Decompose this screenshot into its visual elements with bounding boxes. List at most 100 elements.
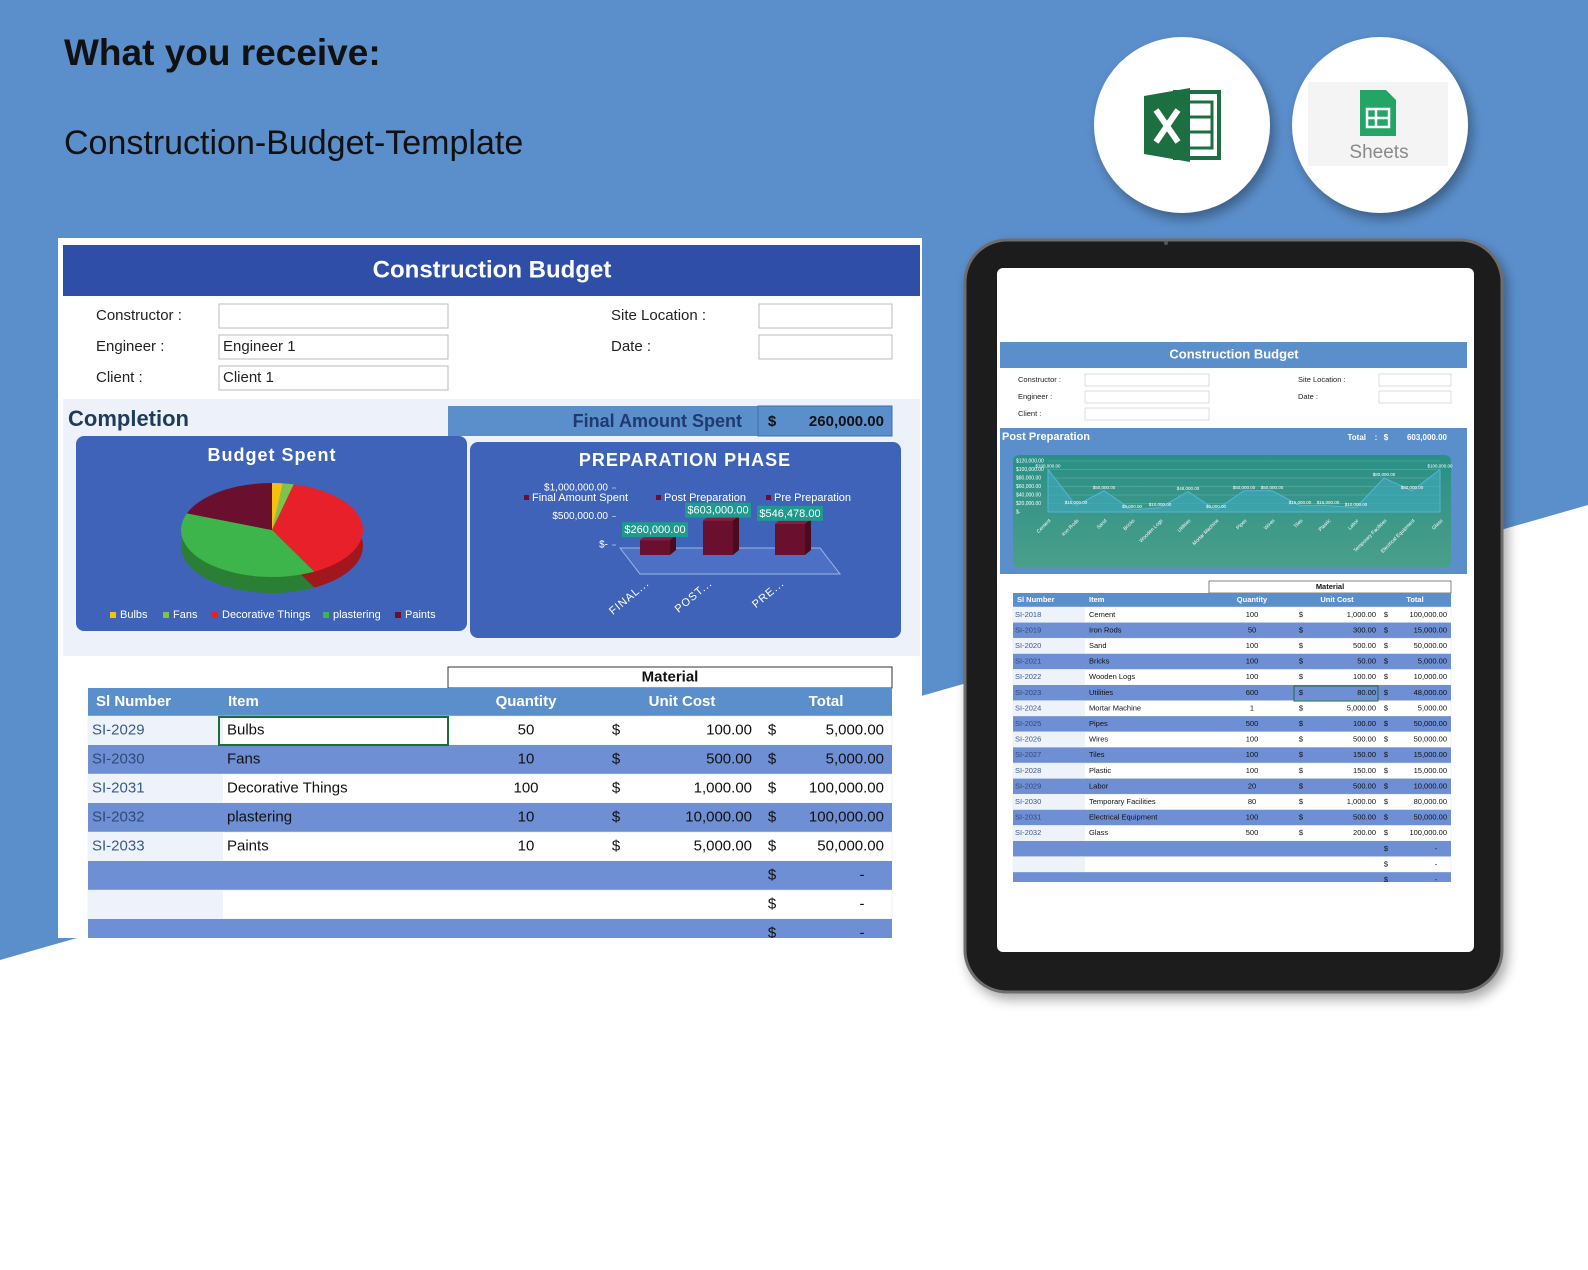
form-field xyxy=(1084,390,1210,404)
table-cell: 50,000.00 xyxy=(1414,641,1447,650)
table-row xyxy=(88,745,892,774)
legend-swatch xyxy=(110,612,116,618)
form-label: Engineer : xyxy=(1018,392,1052,401)
table-row xyxy=(88,919,892,938)
table-row xyxy=(1013,841,1451,857)
table-cell: $ xyxy=(1299,703,1304,712)
table-cell: $ xyxy=(1384,766,1389,775)
sheets-label: Sheets xyxy=(1349,142,1408,163)
table-cell: SI-2030 xyxy=(1015,797,1041,806)
table-cell: plastering xyxy=(227,808,292,825)
table-cell: 5,000.00 xyxy=(694,837,752,854)
table-cell: $ xyxy=(1384,657,1389,666)
form-label: Client : xyxy=(96,369,143,386)
table-cell: 50,000.00 xyxy=(1414,735,1447,744)
table-cell: $ xyxy=(1299,828,1304,837)
header-row xyxy=(1013,593,1451,607)
data-label: $15,000.00 xyxy=(1317,500,1340,505)
pie-slice xyxy=(272,484,364,572)
legend-swatch xyxy=(524,495,529,500)
table-cell: 600 xyxy=(1246,688,1259,697)
table-cell: SI-2031 xyxy=(92,779,145,796)
final-currency: $ xyxy=(768,413,777,430)
table-cell: 50 xyxy=(1248,625,1256,634)
table-cell: SI-2032 xyxy=(1015,828,1041,837)
table-cell: 100 xyxy=(1246,813,1259,822)
table-cell: $ xyxy=(768,895,777,912)
data-label: $80,000.00 xyxy=(1373,472,1396,477)
completion-label: Completion xyxy=(68,406,189,431)
data-label: $15,000.00 xyxy=(1289,500,1312,505)
tablet-total-sep: : xyxy=(1375,433,1378,442)
table-cell: $ xyxy=(1384,735,1389,744)
legend-label: Pre Preparation xyxy=(774,492,851,504)
table-cell: $ xyxy=(1384,828,1389,837)
table-cell: $ xyxy=(1299,641,1304,650)
column-header: Item xyxy=(1089,595,1105,604)
table-row xyxy=(1013,778,1451,795)
id-cell xyxy=(88,716,223,745)
data-label: $5,000.00 xyxy=(1122,504,1143,509)
form-field xyxy=(1378,390,1452,404)
table-row xyxy=(88,861,892,890)
legend-label: Paints xyxy=(405,609,436,621)
table-cell: 100 xyxy=(1246,610,1259,619)
column-header: Total xyxy=(1406,595,1423,604)
table-cell: 100 xyxy=(1246,672,1259,681)
table-cell: $ xyxy=(1299,766,1304,775)
pie-slice xyxy=(180,513,315,577)
data-label: $100,000.00 xyxy=(1427,464,1453,469)
table-cell: 10 xyxy=(518,808,535,825)
tablet-section: Post Preparation xyxy=(1002,431,1090,443)
group-header: Material xyxy=(1316,582,1344,591)
data-label: $546,478.00 xyxy=(759,508,820,520)
table-cell: SI-2029 xyxy=(92,721,145,738)
table-cell: Sand xyxy=(1089,641,1107,650)
table-cell: 100 xyxy=(1246,657,1259,666)
form-label: Constructor : xyxy=(96,307,182,324)
sheets-icon: Sheets xyxy=(1292,37,1468,213)
id-cell xyxy=(1013,763,1085,779)
table-cell: 5,000.00 xyxy=(1347,703,1376,712)
group-header: Material xyxy=(642,668,699,685)
table-cell: 100,000.00 xyxy=(1409,828,1447,837)
table-cell: Mortar Machine xyxy=(1089,703,1141,712)
form-field xyxy=(1378,373,1452,387)
table-cell: $ xyxy=(1384,750,1389,759)
table-cell: 80 xyxy=(1248,797,1256,806)
heading: What you receive: xyxy=(64,32,381,73)
table-cell: $ xyxy=(1384,625,1389,634)
id-cell xyxy=(1013,607,1085,623)
table-cell: 10,000.00 xyxy=(685,808,752,825)
table-cell: $ xyxy=(612,750,621,767)
table-cell: 1,000.00 xyxy=(694,779,752,796)
pie-slice xyxy=(272,483,283,530)
table-cell: $ xyxy=(1299,750,1304,759)
form-label: Date : xyxy=(1298,392,1318,401)
table-cell: $ xyxy=(612,721,621,738)
table-cell: 500.00 xyxy=(1353,781,1376,790)
table-cell: 5,000.00 xyxy=(1418,703,1447,712)
y-tick-label: $80,000.00 xyxy=(1016,475,1041,481)
table-cell: 50.00 xyxy=(1357,657,1376,666)
data-label-box xyxy=(685,502,751,518)
y-tick-label: $- xyxy=(1016,509,1021,515)
data-label: $5,000.00 xyxy=(1206,504,1227,509)
form-field xyxy=(218,365,449,391)
bar xyxy=(640,540,670,555)
table-row xyxy=(1013,809,1451,826)
data-label: $260,000.00 xyxy=(624,524,685,536)
data-label: $50,000.00 xyxy=(1093,485,1116,490)
bar-side xyxy=(805,518,811,555)
table-cell: 48,000.00 xyxy=(1414,688,1447,697)
table-cell: $ xyxy=(1384,703,1389,712)
legend-label: Fans xyxy=(173,609,198,621)
data-label: $100,000.00 xyxy=(1035,464,1061,469)
table-cell: 10,000.00 xyxy=(1414,781,1447,790)
table-cell: $ xyxy=(768,808,777,825)
chart-title: PREPARATION PHASE xyxy=(579,450,791,470)
form-field xyxy=(218,334,449,360)
legend-label: Bulbs xyxy=(120,609,148,621)
